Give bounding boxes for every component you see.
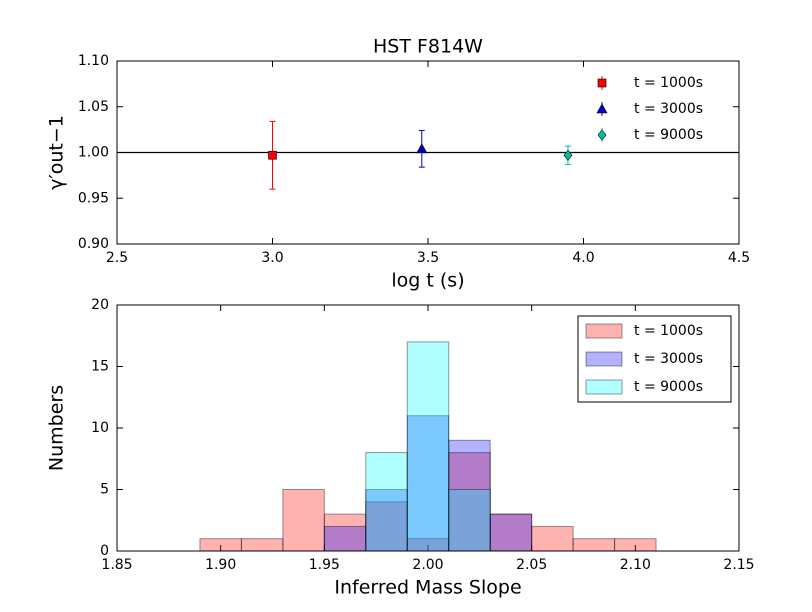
x-tick-label: 2.00 (412, 557, 443, 573)
x-tick-label: 4.0 (572, 250, 594, 266)
histogram-bar (572, 538, 616, 552)
y-tick-label: 0.95 (78, 190, 109, 206)
x-axis-label: Inferred Mass Slope (334, 577, 521, 599)
histogram-bar (365, 452, 408, 552)
marker (268, 150, 277, 160)
histogram-bar (448, 489, 491, 552)
marker (596, 103, 608, 114)
histogram-bar (448, 452, 491, 552)
plot-frame (116, 304, 740, 552)
y-axis-label: γ′out−1 (46, 115, 68, 190)
y-tick-label: 10 (91, 420, 109, 436)
histogram-bar (199, 538, 242, 552)
marker (416, 143, 428, 154)
histogram-bar (614, 538, 657, 552)
histogram-bar (531, 525, 574, 552)
y-tick-label: 1.05 (78, 99, 109, 115)
y-tick-label: 20 (91, 297, 109, 313)
chart-title: HST F814W (373, 36, 483, 58)
histogram-bar (448, 439, 491, 552)
legend-label: t = 9000s (634, 127, 703, 143)
histogram-bar (323, 513, 367, 552)
y-axis-label: Numbers (46, 385, 68, 471)
y-tick-label: 0 (100, 543, 109, 559)
legend-label: t = 3000s (634, 351, 703, 367)
y-tick-label: 1.00 (78, 145, 109, 161)
y-tick-label: 5 (100, 482, 109, 498)
legend-label: t = 9000s (634, 379, 703, 395)
x-tick-label: 4.5 (728, 250, 750, 266)
marker (597, 129, 607, 141)
marker (597, 78, 607, 88)
legend-swatch (585, 323, 623, 339)
histogram-bar (406, 341, 450, 552)
histogram-bar (365, 489, 408, 552)
legend-swatch (585, 379, 623, 395)
y-tick-label: 15 (91, 359, 109, 375)
x-axis-label: log t (s) (391, 270, 464, 292)
histogram-bar (365, 501, 408, 552)
y-tick-label: 0.90 (78, 236, 109, 252)
legend-label: t = 1000s (634, 323, 703, 339)
histogram-bar (282, 489, 325, 552)
x-tick-label: 2.15 (723, 557, 754, 573)
x-tick-label: 3.5 (417, 250, 439, 266)
legend-label: t = 1000s (634, 75, 703, 91)
x-tick-label: 3.0 (261, 250, 283, 266)
y-tick-label: 1.10 (78, 53, 109, 69)
x-tick-label: 2.05 (516, 557, 547, 573)
x-tick-label: 2.10 (620, 557, 651, 573)
histogram-bar (406, 415, 450, 552)
histogram-bar (489, 513, 533, 552)
x-tick-label: 2.5 (106, 250, 128, 266)
histogram-bar (489, 513, 533, 552)
x-tick-label: 1.85 (101, 557, 132, 573)
legend-frame (577, 315, 732, 403)
x-tick-label: 1.90 (205, 557, 236, 573)
marker (563, 149, 573, 161)
histogram-bar (240, 538, 284, 552)
histogram-bar (323, 525, 367, 552)
legend-swatch (585, 351, 623, 367)
legend-label: t = 3000s (634, 101, 703, 117)
x-tick-label: 1.95 (309, 557, 340, 573)
plot-frame (116, 60, 740, 245)
